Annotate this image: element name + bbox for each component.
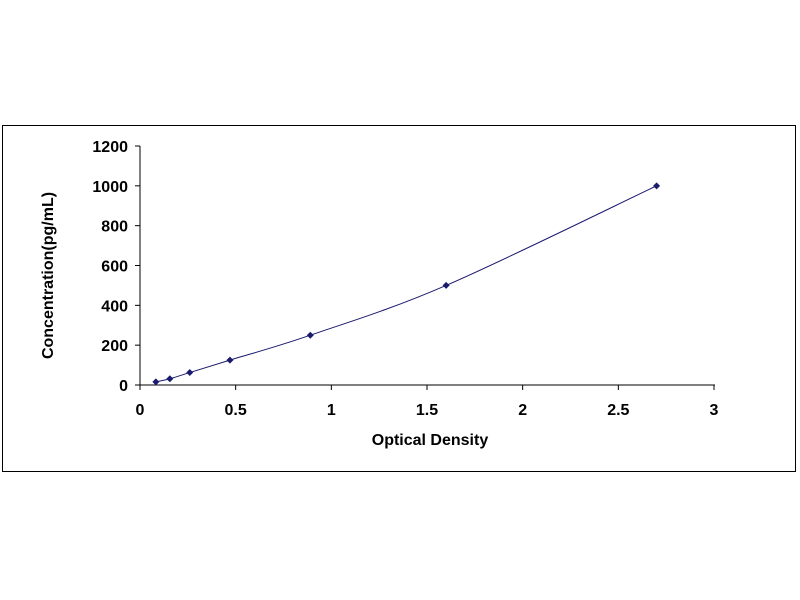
- data-point-marker: [653, 182, 661, 190]
- x-tick-label: 0: [136, 402, 145, 419]
- y-axis-title: Concentration(pg/mL): [40, 192, 57, 359]
- fit-curve: [155, 185, 657, 383]
- y-tick-label: 200: [101, 338, 128, 355]
- y-tick-label: 0: [119, 378, 128, 395]
- x-tick-label: 3: [710, 402, 719, 419]
- x-tick-label: 0.5: [225, 402, 247, 419]
- x-tick-label: 1: [327, 402, 336, 419]
- x-tick-label: 2.5: [607, 402, 629, 419]
- y-tick-label: 600: [101, 259, 128, 276]
- x-tick-label: 1.5: [416, 402, 438, 419]
- data-point-marker: [442, 281, 450, 289]
- data-point-marker: [226, 356, 234, 364]
- data-point-marker: [186, 369, 194, 377]
- data-point-marker: [166, 375, 174, 383]
- x-axis-ticks: 0 0.5 1 1.5 2 2.5 3: [136, 385, 719, 419]
- data-points: [152, 182, 661, 386]
- standard-curve-chart: 0 0.5 1 1.5 2 2.5 3 0 200 400 600 800 1000 1200 Opti…: [40, 139, 719, 449]
- x-tick-label: 2: [518, 402, 527, 419]
- data-point-marker: [306, 331, 314, 339]
- y-tick-label: 1200: [92, 139, 128, 156]
- y-axis-ticks: 0 200 400 600 800 1000 1200: [92, 139, 140, 395]
- y-tick-label: 800: [101, 219, 128, 236]
- y-tick-label: 1000: [92, 179, 128, 196]
- axes: [139, 146, 715, 386]
- y-tick-label: 400: [101, 298, 128, 315]
- chart-frame: 0 0.5 1 1.5 2 2.5 3 0 200 400 600 800 1000 1200 Opti…: [2, 125, 796, 472]
- x-axis-title: Optical Density: [372, 432, 489, 449]
- data-point-marker: [152, 378, 160, 386]
